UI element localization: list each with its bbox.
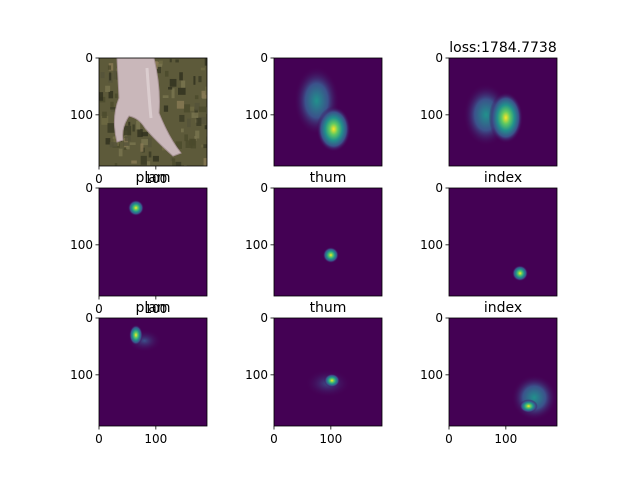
- photo-image: [99, 58, 207, 166]
- axes-frame: [273, 317, 383, 427]
- y-tick-label: 0: [260, 311, 268, 325]
- y-tick-label: 100: [70, 108, 93, 122]
- subplot-title: index: [484, 300, 522, 316]
- y-tick-label: 0: [260, 51, 268, 65]
- y-tick-label: 100: [70, 368, 93, 382]
- y-tick-label: 100: [420, 108, 443, 122]
- y-tick-label: 100: [245, 368, 268, 382]
- axes-frame: [448, 317, 558, 427]
- y-tick-label: 100: [70, 238, 93, 252]
- axes-frame: [98, 317, 208, 427]
- heatmap-background: [274, 188, 382, 296]
- subplot-8: 0 100 0 100 thum: [245, 300, 383, 446]
- subplot-title: thum: [310, 300, 347, 316]
- y-tick-label: 0: [435, 311, 443, 325]
- axes-frame: [98, 187, 208, 297]
- heatmap-blob: [324, 373, 340, 388]
- y-tick-label: 0: [85, 181, 93, 195]
- subplot-title: loss:1784.7738: [449, 40, 556, 56]
- subplot-title: plam: [136, 170, 171, 186]
- y-tick-label: 0: [260, 181, 268, 195]
- subplot-title: index: [484, 170, 522, 186]
- heatmap-blob: [488, 92, 523, 144]
- x-tick-label: 0: [95, 432, 103, 446]
- heatmap-blob: [127, 199, 144, 216]
- subplot-1: 0 100 0 100: [70, 51, 208, 186]
- x-tick-label: 100: [144, 172, 167, 186]
- heatmap-blob: [512, 265, 529, 282]
- x-tick-label: 0: [95, 172, 103, 186]
- heatmap-blob: [316, 106, 351, 152]
- heatmap-blob: [129, 324, 143, 346]
- heatmap-background: [449, 188, 557, 296]
- subplot-3: 0 100 loss:1784.7738: [420, 40, 558, 167]
- subplot-2: 0 100: [245, 51, 383, 167]
- x-tick-label: 0: [445, 432, 453, 446]
- heatmap-blob: [511, 374, 557, 421]
- y-tick-label: 100: [245, 238, 268, 252]
- subplot-title: thum: [310, 170, 347, 186]
- axes-frame: [98, 57, 208, 167]
- axes-frame: [448, 57, 558, 167]
- y-tick-label: 100: [420, 238, 443, 252]
- heatmap-blob: [519, 399, 538, 413]
- subplot-5: 0 100 thum: [245, 170, 383, 297]
- x-tick-label: 100: [319, 432, 342, 446]
- y-tick-label: 100: [245, 108, 268, 122]
- subplot-6: 0 100 index: [420, 170, 558, 297]
- x-tick-label: 100: [494, 432, 517, 446]
- y-tick-label: 0: [435, 181, 443, 195]
- x-tick-label: 0: [95, 302, 103, 316]
- heatmap-blob: [322, 247, 339, 264]
- y-tick-label: 100: [420, 368, 443, 382]
- x-tick-label: 100: [144, 302, 167, 316]
- y-tick-label: 0: [435, 51, 443, 65]
- y-tick-label: 0: [85, 311, 93, 325]
- x-tick-label: 0: [270, 432, 278, 446]
- heatmap-background: [99, 188, 207, 296]
- axes-frame: [273, 57, 383, 167]
- axes-frame: [448, 187, 558, 297]
- y-tick-label: 0: [85, 51, 93, 65]
- axes-frame: [273, 187, 383, 297]
- subplot-title: plam: [136, 300, 171, 316]
- subplot-9: 0 100 0 100 index: [420, 300, 558, 446]
- x-tick-label: 100: [144, 432, 167, 446]
